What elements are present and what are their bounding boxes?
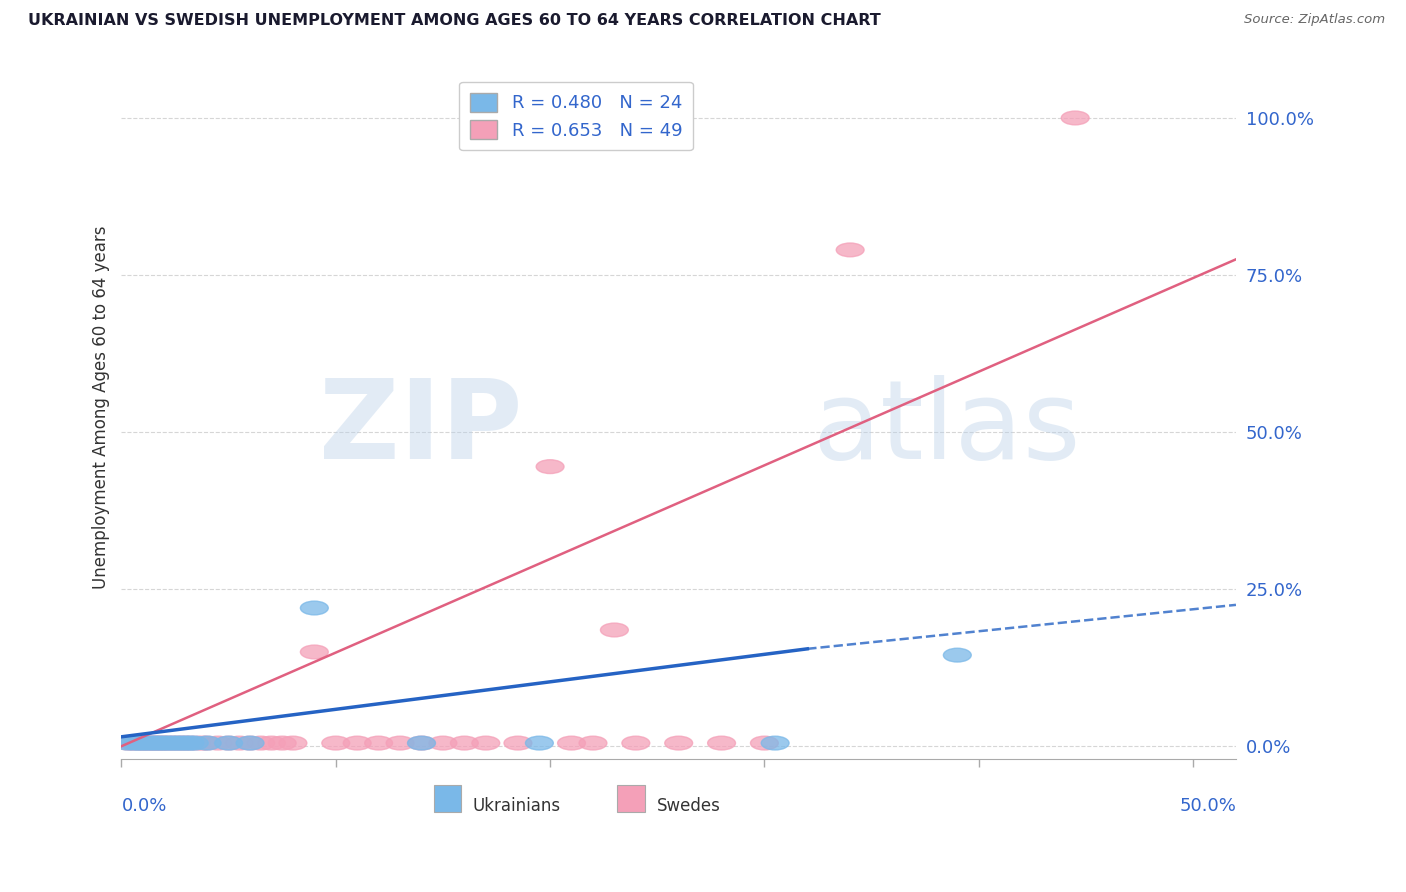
Ellipse shape bbox=[114, 736, 142, 750]
FancyBboxPatch shape bbox=[617, 785, 645, 812]
Ellipse shape bbox=[188, 736, 217, 750]
Ellipse shape bbox=[180, 736, 208, 750]
Ellipse shape bbox=[225, 736, 253, 750]
Ellipse shape bbox=[127, 736, 155, 750]
Ellipse shape bbox=[129, 736, 157, 750]
Ellipse shape bbox=[118, 736, 146, 750]
Ellipse shape bbox=[121, 736, 148, 750]
FancyBboxPatch shape bbox=[433, 785, 461, 812]
Ellipse shape bbox=[138, 736, 166, 750]
Ellipse shape bbox=[163, 736, 191, 750]
Ellipse shape bbox=[278, 736, 307, 750]
Ellipse shape bbox=[408, 736, 436, 750]
Ellipse shape bbox=[163, 736, 191, 750]
Ellipse shape bbox=[167, 736, 195, 750]
Ellipse shape bbox=[215, 736, 243, 750]
Ellipse shape bbox=[167, 736, 195, 750]
Ellipse shape bbox=[172, 736, 200, 750]
Text: atlas: atlas bbox=[813, 375, 1081, 482]
Ellipse shape bbox=[472, 736, 499, 750]
Ellipse shape bbox=[159, 736, 187, 750]
Ellipse shape bbox=[122, 736, 150, 750]
Ellipse shape bbox=[1062, 112, 1090, 125]
Ellipse shape bbox=[558, 736, 585, 750]
Ellipse shape bbox=[142, 736, 170, 750]
Ellipse shape bbox=[536, 459, 564, 474]
Ellipse shape bbox=[135, 736, 163, 750]
Ellipse shape bbox=[143, 736, 172, 750]
Ellipse shape bbox=[155, 736, 183, 750]
Ellipse shape bbox=[193, 736, 221, 750]
Ellipse shape bbox=[408, 736, 436, 750]
Ellipse shape bbox=[257, 736, 285, 750]
Ellipse shape bbox=[215, 736, 243, 750]
Ellipse shape bbox=[837, 243, 865, 257]
Ellipse shape bbox=[134, 736, 162, 750]
Ellipse shape bbox=[183, 736, 211, 750]
Y-axis label: Unemployment Among Ages 60 to 64 years: Unemployment Among Ages 60 to 64 years bbox=[93, 225, 110, 589]
Ellipse shape bbox=[707, 736, 735, 750]
Ellipse shape bbox=[621, 736, 650, 750]
Ellipse shape bbox=[579, 736, 607, 750]
Ellipse shape bbox=[269, 736, 297, 750]
Ellipse shape bbox=[148, 736, 176, 750]
Text: ZIP: ZIP bbox=[319, 375, 523, 482]
Ellipse shape bbox=[751, 736, 779, 750]
Text: Swedes: Swedes bbox=[657, 797, 720, 815]
Text: Ukrainians: Ukrainians bbox=[472, 797, 561, 815]
Text: 50.0%: 50.0% bbox=[1180, 797, 1236, 815]
Ellipse shape bbox=[150, 736, 179, 750]
Text: UKRAINIAN VS SWEDISH UNEMPLOYMENT AMONG AGES 60 TO 64 YEARS CORRELATION CHART: UKRAINIAN VS SWEDISH UNEMPLOYMENT AMONG … bbox=[28, 13, 882, 29]
Legend: R = 0.480   N = 24, R = 0.653   N = 49: R = 0.480 N = 24, R = 0.653 N = 49 bbox=[460, 82, 693, 151]
Ellipse shape bbox=[172, 736, 200, 750]
Text: Source: ZipAtlas.com: Source: ZipAtlas.com bbox=[1244, 13, 1385, 27]
Ellipse shape bbox=[134, 736, 162, 750]
Ellipse shape bbox=[943, 648, 972, 662]
Ellipse shape bbox=[139, 736, 167, 750]
Ellipse shape bbox=[343, 736, 371, 750]
Ellipse shape bbox=[600, 624, 628, 637]
Ellipse shape bbox=[176, 736, 204, 750]
Ellipse shape bbox=[526, 736, 554, 750]
Ellipse shape bbox=[150, 736, 179, 750]
Ellipse shape bbox=[176, 736, 204, 750]
Ellipse shape bbox=[142, 736, 170, 750]
Text: 0.0%: 0.0% bbox=[121, 797, 167, 815]
Ellipse shape bbox=[450, 736, 478, 750]
Ellipse shape bbox=[503, 736, 531, 750]
Ellipse shape bbox=[236, 736, 264, 750]
Ellipse shape bbox=[236, 736, 264, 750]
Ellipse shape bbox=[665, 736, 693, 750]
Ellipse shape bbox=[129, 736, 157, 750]
Ellipse shape bbox=[301, 645, 328, 659]
Ellipse shape bbox=[193, 736, 221, 750]
Ellipse shape bbox=[429, 736, 457, 750]
Ellipse shape bbox=[761, 736, 789, 750]
Ellipse shape bbox=[155, 736, 183, 750]
Ellipse shape bbox=[125, 736, 152, 750]
Ellipse shape bbox=[322, 736, 350, 750]
Ellipse shape bbox=[301, 601, 328, 615]
Ellipse shape bbox=[364, 736, 392, 750]
Ellipse shape bbox=[146, 736, 174, 750]
Ellipse shape bbox=[159, 736, 187, 750]
Ellipse shape bbox=[204, 736, 232, 750]
Ellipse shape bbox=[114, 736, 142, 750]
Ellipse shape bbox=[247, 736, 274, 750]
Ellipse shape bbox=[387, 736, 413, 750]
